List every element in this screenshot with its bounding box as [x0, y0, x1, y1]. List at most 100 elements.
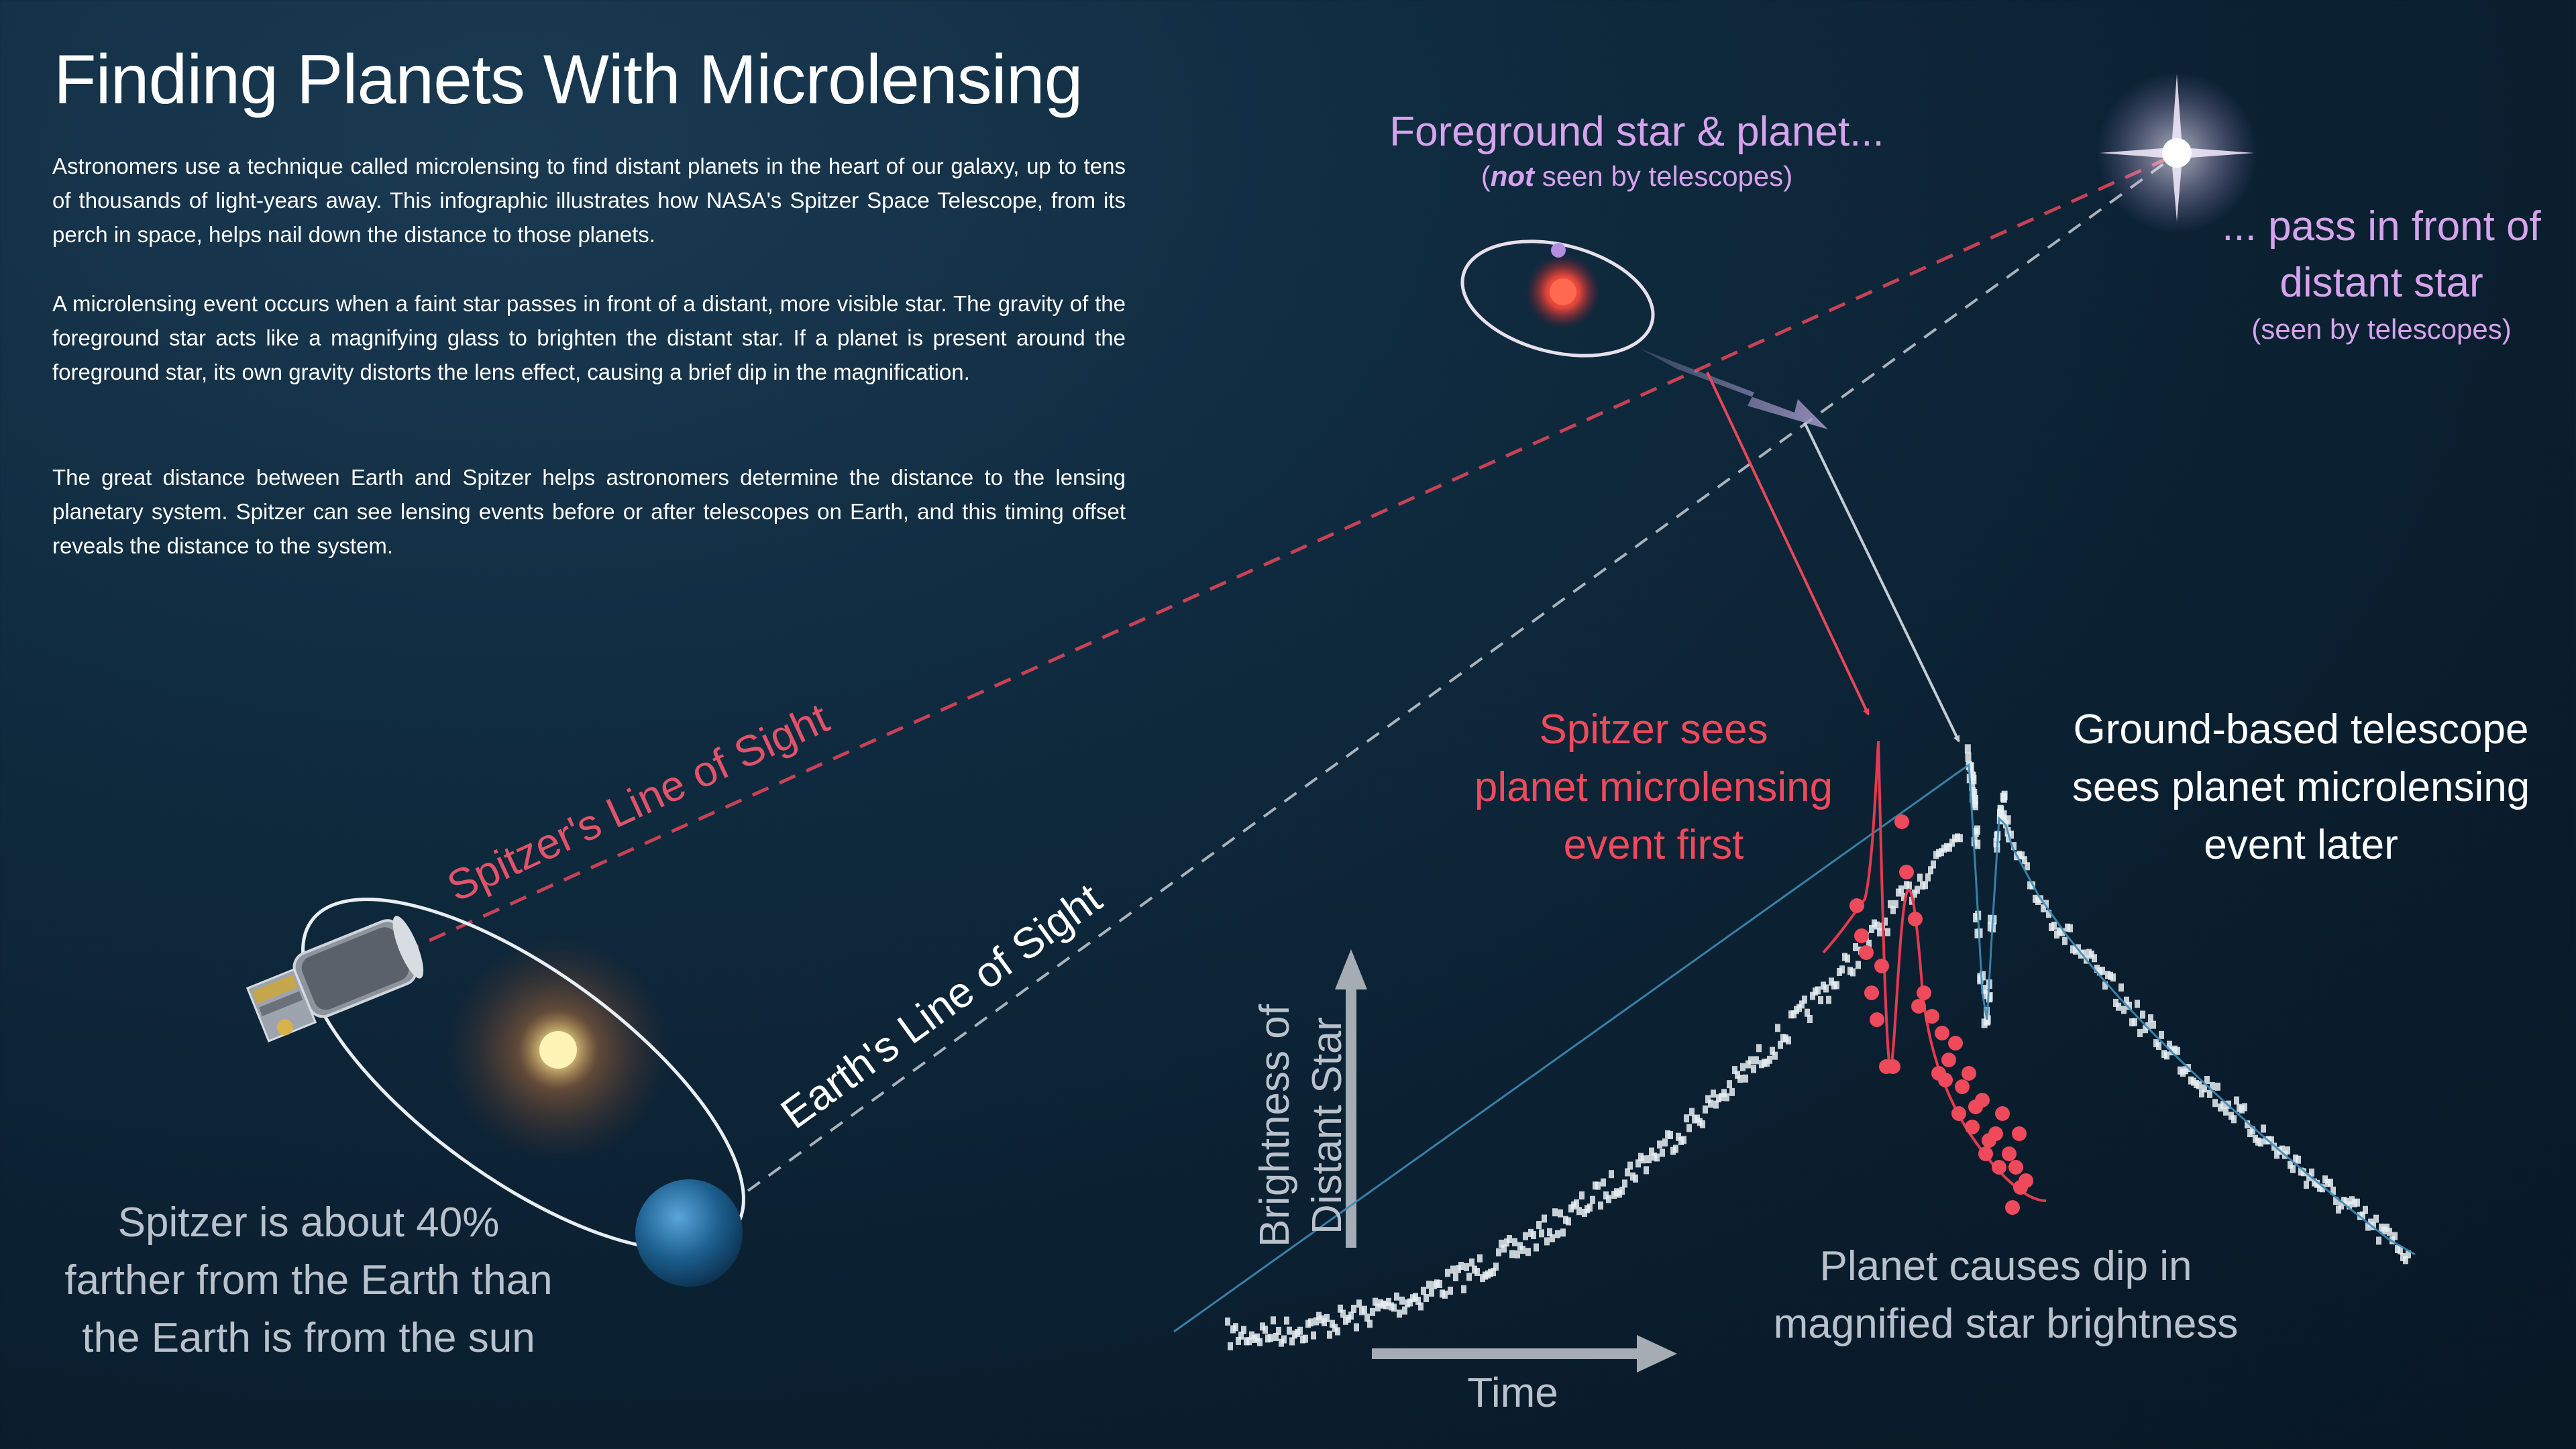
- ground-data-point: [1308, 1318, 1313, 1327]
- ground-data-point: [1964, 744, 1971, 754]
- ground-data-point: [1971, 798, 1978, 808]
- ground-data-point: [1705, 1095, 1711, 1104]
- ground-data-point: [1660, 1148, 1665, 1157]
- ground-data-point: [2261, 1124, 2266, 1133]
- spitzer-sees-label: Spitzer sees planet microlensing event f…: [1474, 706, 1833, 868]
- planet-orbit: [1460, 239, 1655, 358]
- spitzer-event-connector: [1706, 372, 1870, 716]
- ground-data-point: [1520, 1246, 1525, 1254]
- ground-data-point: [1915, 885, 1920, 894]
- ground-data-point: [2210, 1081, 2215, 1090]
- ground-data-point: [1370, 1307, 1375, 1316]
- ground-data-point: [2245, 1120, 2250, 1129]
- spitzer-data-point: [1849, 898, 1864, 913]
- ground-data-point: [1625, 1168, 1630, 1177]
- ground-data-point: [1550, 1234, 1555, 1242]
- ground-data-point: [2231, 1115, 2237, 1124]
- ground-data-point: [2019, 851, 2025, 860]
- ground-data-point: [1850, 968, 1856, 977]
- ground-data-point: [2328, 1179, 2333, 1187]
- ground-data-point: [2022, 856, 2027, 865]
- ground-data-point: [1986, 992, 1993, 1002]
- ground-data-point: [2258, 1138, 2263, 1147]
- ground-data-point: [1233, 1323, 1238, 1332]
- earth-line-of-sight: [747, 153, 2178, 1192]
- ground-data-point: [1241, 1326, 1246, 1334]
- ground-data-point: [1313, 1317, 1319, 1326]
- ground-data-point: [1969, 782, 1976, 792]
- ground-data-point: [2148, 1014, 2153, 1023]
- ground-fit-line: [1173, 763, 2416, 1333]
- spitzer-data-point: [2002, 1146, 2017, 1161]
- ground-data-point: [1276, 1326, 1281, 1335]
- ground-data-point: [1415, 1297, 1421, 1305]
- ground-data-point: [1491, 1268, 1496, 1277]
- ground-data-point: [1635, 1159, 1641, 1168]
- spitzer-data-point: [1894, 814, 1909, 829]
- ground-data-point: [1724, 1093, 1729, 1102]
- ground-data-point: [2365, 1222, 2371, 1231]
- ground-data-point: [1737, 1075, 1743, 1083]
- ground-data-point: [1923, 881, 1928, 890]
- ground-data-point: [1450, 1265, 1456, 1274]
- ground-data-point: [2175, 1046, 2180, 1055]
- ground-data-point: [1668, 1131, 1673, 1140]
- ground-data-point: [1281, 1335, 1287, 1344]
- ground-data-point: [2062, 936, 2068, 945]
- ground-data-point: [1778, 1040, 1783, 1049]
- ground-data-point: [1246, 1337, 1252, 1346]
- ground-data-point: [2137, 1028, 2143, 1037]
- ground-data-point: [2199, 1089, 2204, 1097]
- spitzer-data-point: [2019, 1173, 2033, 1188]
- ground-data-point: [1348, 1311, 1354, 1320]
- ground-data-point: [1746, 1060, 1751, 1069]
- ground-data-point: [1970, 775, 1977, 785]
- ground-data-point: [1791, 1010, 1796, 1019]
- earth-icon: [635, 1179, 743, 1287]
- motion-arrow: [1640, 349, 1828, 429]
- ground-data-point: [1686, 1124, 1692, 1132]
- ground-data-point: [1689, 1108, 1695, 1116]
- ground-data-point: [1523, 1232, 1528, 1240]
- earth-los-label: Earth's Line of Sight: [772, 873, 1110, 1138]
- ground-data-point: [2159, 1030, 2164, 1039]
- ground-data-point: [1619, 1186, 1625, 1195]
- ground-data-point: [1590, 1195, 1595, 1204]
- ground-data-point: [1289, 1337, 1295, 1346]
- ground-data-point: [2384, 1224, 2390, 1232]
- ground-data-point: [2151, 1020, 2156, 1029]
- ground-data-point: [1464, 1263, 1469, 1271]
- ground-data-point: [1684, 1114, 1689, 1123]
- ground-data-point: [1810, 991, 1815, 1000]
- ground-data-point: [1644, 1166, 1649, 1175]
- ground-data-point: [1993, 838, 2000, 848]
- ground-data-point: [1507, 1235, 1512, 1244]
- spitzer-data-point: [1951, 1106, 1966, 1121]
- ground-data-point: [1815, 986, 1821, 995]
- spitzer-data-point: [1917, 985, 1931, 1000]
- ground-data-point: [1729, 1087, 1735, 1096]
- ground-data-point: [1853, 943, 1858, 952]
- spitzer-data-point: [1870, 1012, 1884, 1027]
- ground-data-point: [1673, 1144, 1678, 1153]
- ground-data-point: [2001, 790, 2008, 800]
- ground-data-point: [1236, 1336, 1241, 1345]
- ground-data-point: [1754, 1056, 1759, 1065]
- ground-data-point: [1740, 1063, 1746, 1071]
- ground-data-point: [1287, 1326, 1292, 1335]
- ground-data-point: [1373, 1297, 1378, 1306]
- ground-data-point: [2051, 921, 2057, 930]
- ground-data-point: [2196, 1081, 2202, 1089]
- ground-data-point: [2212, 1099, 2218, 1108]
- spitzer-data-point: [1962, 1066, 1976, 1081]
- ground-data-point: [2110, 973, 2116, 982]
- ground-data-point: [1531, 1231, 1536, 1240]
- ground-data-point: [1364, 1313, 1370, 1322]
- ground-data-point: [1271, 1316, 1276, 1325]
- ground-data-point: [1499, 1239, 1504, 1248]
- ground-data-point: [2306, 1173, 2312, 1181]
- ground-data-point: [1772, 1051, 1778, 1060]
- ground-data-point: [2043, 900, 2049, 908]
- ground-data-point: [1442, 1290, 1448, 1299]
- ground-data-point: [1974, 825, 1981, 835]
